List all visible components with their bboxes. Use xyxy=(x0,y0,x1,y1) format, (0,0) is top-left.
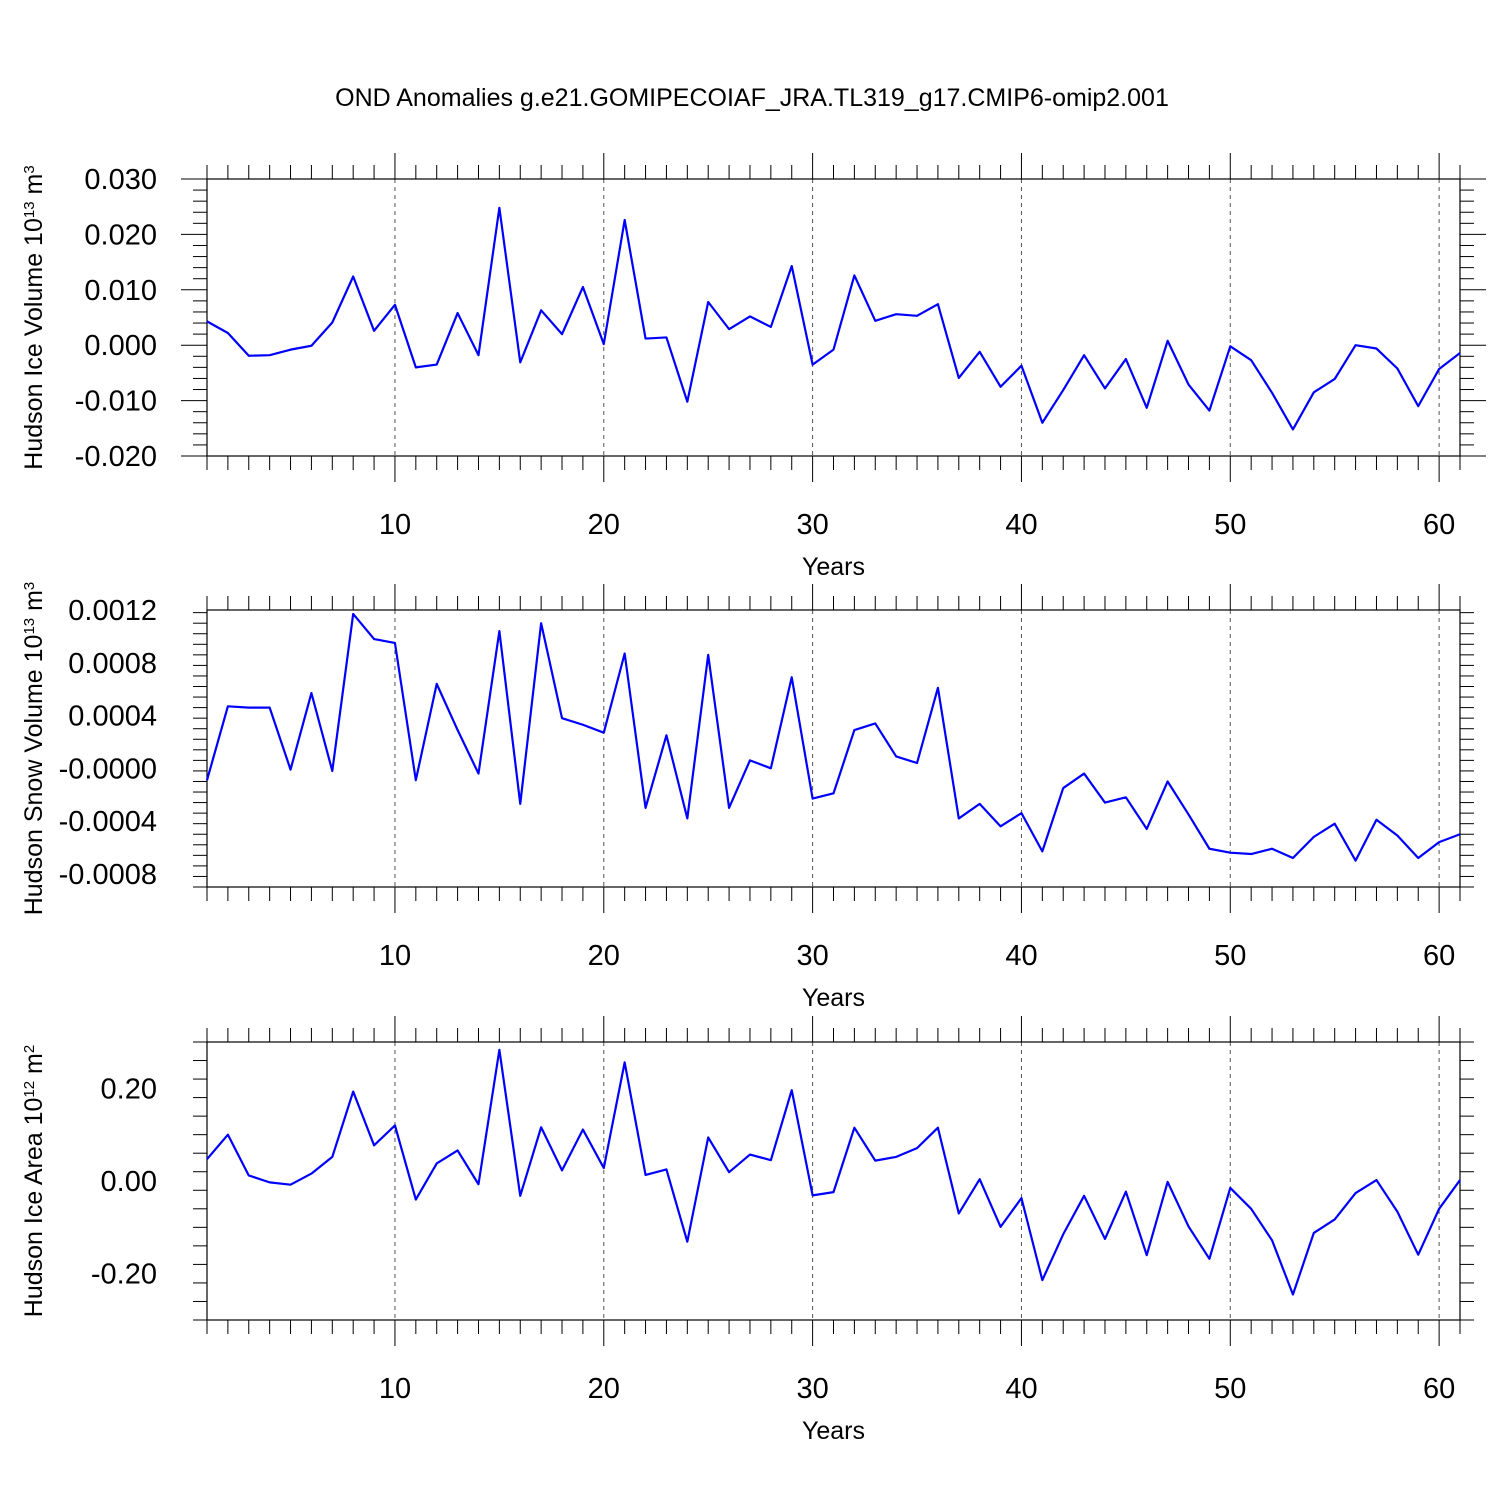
series-line xyxy=(205,612,1461,862)
y-tick-label: 0.20 xyxy=(101,1073,157,1105)
x-tick-label: 40 xyxy=(1005,940,1037,972)
panel-1: -0.020 -0.010 0.000 0.010 0.020 0.030 10 20 30 40… xyxy=(20,153,1486,581)
x-axis-title: Years xyxy=(802,553,865,581)
y-tick-label: 0.010 xyxy=(84,275,157,307)
y-axis-title: Hudson Snow Volume 1013 m3 xyxy=(20,582,48,916)
x-tick-label: 20 xyxy=(588,940,620,972)
y-tick-label: -0.0008 xyxy=(59,859,157,891)
y-tick-label: 0.020 xyxy=(84,219,157,251)
x-tick-label: 50 xyxy=(1214,1373,1246,1405)
y-tick-label: -0.010 xyxy=(75,386,157,418)
x-tick-label: 60 xyxy=(1423,1373,1455,1405)
x-tick-label: 40 xyxy=(1005,509,1037,541)
x-tick-label: 10 xyxy=(379,1373,411,1405)
x-tick-label: 20 xyxy=(588,509,620,541)
panel-2: -0.0008 -0.0004 -0.0000 0.0004 0.0008 0.0012 1… xyxy=(20,582,1474,1012)
x-tick-label: 10 xyxy=(379,509,411,541)
series-line xyxy=(206,206,1461,431)
x-axis-title: Years xyxy=(802,984,865,1012)
y-tick-label: 0.030 xyxy=(84,164,157,196)
x-tick-label: 20 xyxy=(588,1373,620,1405)
series-line xyxy=(206,1048,1461,1296)
y-tick-label: 0.0012 xyxy=(68,595,157,627)
x-tick-label: 10 xyxy=(379,940,411,972)
y-tick-label: 0.000 xyxy=(84,330,157,362)
x-axis-title: Years xyxy=(802,1417,865,1445)
x-tick-label: 30 xyxy=(796,1373,828,1405)
x-tick-label: 30 xyxy=(796,940,828,972)
y-axis-title: Hudson Ice Volume 1013 m3 xyxy=(20,165,48,469)
panel-3: -0.20 0.00 0.20 10 20 30 40 50 60 Years Hudson Ice… xyxy=(20,1016,1474,1445)
x-tick-label: 60 xyxy=(1423,509,1455,541)
y-tick-label: 0.0008 xyxy=(68,648,157,680)
y-tick-label: 0.00 xyxy=(101,1166,157,1198)
y-tick-label: -0.020 xyxy=(75,441,157,473)
y-tick-label: -0.0000 xyxy=(59,753,157,785)
chart-title: OND Anomalies g.e21.GOMIPECOIAF_JRA.TL31… xyxy=(335,84,1169,112)
y-tick-label: 0.0004 xyxy=(68,701,157,733)
y-axis-title: Hudson Ice Area 1012 m2 xyxy=(20,1045,48,1317)
x-tick-label: 60 xyxy=(1423,940,1455,972)
x-tick-label: 40 xyxy=(1005,1373,1037,1405)
y-tick-label: -0.0004 xyxy=(59,806,157,838)
x-tick-label: 30 xyxy=(796,509,828,541)
x-tick-label: 50 xyxy=(1214,940,1246,972)
y-tick-label: -0.20 xyxy=(91,1259,157,1291)
x-tick-label: 50 xyxy=(1214,509,1246,541)
